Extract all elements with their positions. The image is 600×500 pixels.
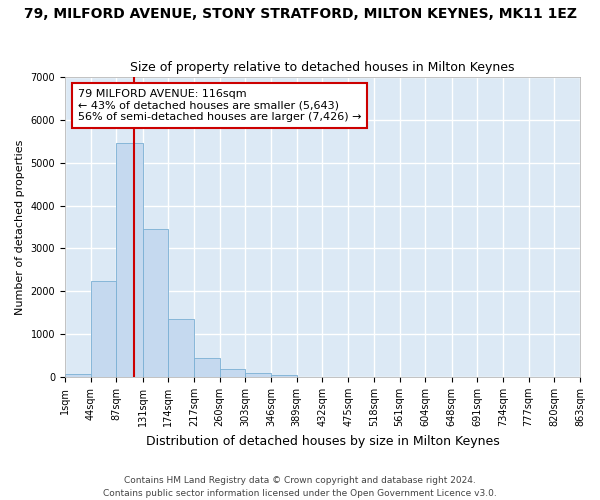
Text: 79 MILFORD AVENUE: 116sqm
← 43% of detached houses are smaller (5,643)
56% of se: 79 MILFORD AVENUE: 116sqm ← 43% of detac…	[78, 89, 361, 122]
Bar	[194, 358, 220, 377]
Bar	[168, 319, 194, 377]
Y-axis label: Number of detached properties: Number of detached properties	[15, 140, 25, 314]
Title: Size of property relative to detached houses in Milton Keynes: Size of property relative to detached ho…	[130, 62, 515, 74]
Bar	[91, 280, 116, 377]
Bar	[65, 374, 91, 377]
Bar	[245, 372, 271, 377]
Text: Contains HM Land Registry data © Crown copyright and database right 2024.
Contai: Contains HM Land Registry data © Crown c…	[103, 476, 497, 498]
Bar	[116, 144, 143, 377]
Bar	[271, 375, 297, 377]
Bar	[143, 229, 168, 377]
Text: 79, MILFORD AVENUE, STONY STRATFORD, MILTON KEYNES, MK11 1EZ: 79, MILFORD AVENUE, STONY STRATFORD, MIL…	[23, 8, 577, 22]
X-axis label: Distribution of detached houses by size in Milton Keynes: Distribution of detached houses by size …	[146, 434, 499, 448]
Bar	[220, 370, 245, 377]
